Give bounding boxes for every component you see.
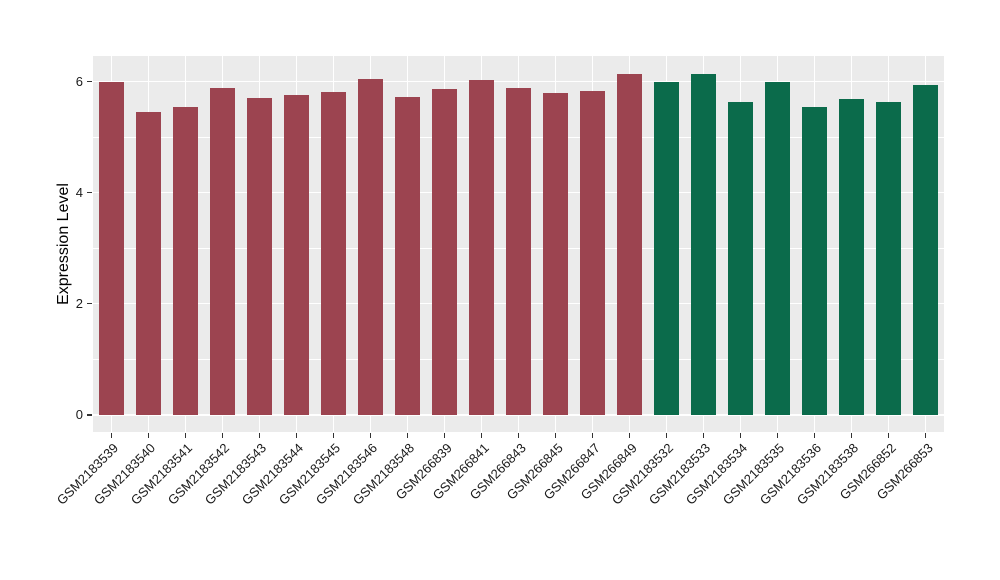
bar: [654, 81, 679, 415]
y-tick-mark: [87, 414, 92, 416]
y-axis-title: Expression Level: [55, 183, 72, 305]
bar: [395, 97, 420, 415]
bar: [358, 79, 383, 415]
bar: [691, 74, 716, 415]
bar: [728, 101, 753, 415]
bar: [210, 87, 235, 415]
bar: [284, 95, 309, 415]
x-tick-mark: [369, 433, 372, 438]
bar: [99, 81, 124, 415]
x-tick-mark: [554, 433, 557, 438]
bar: [617, 73, 642, 415]
x-tick-mark: [295, 433, 298, 438]
x-tick-mark: [739, 433, 742, 438]
bar: [469, 80, 494, 415]
x-tick-mark: [443, 433, 446, 438]
x-tick-mark: [887, 433, 890, 438]
y-tick-label: 0: [75, 406, 83, 422]
x-tick-mark: [591, 433, 594, 438]
bar: [173, 106, 198, 415]
x-tick-mark: [221, 433, 224, 438]
x-tick-mark: [813, 433, 816, 438]
bar: [506, 87, 531, 415]
x-tick-mark: [480, 433, 483, 438]
x-tick-mark: [110, 433, 113, 438]
y-tick-label: 2: [75, 295, 83, 311]
x-tick-mark: [924, 433, 927, 438]
x-tick-mark: [184, 433, 187, 438]
y-tick-mark: [87, 302, 92, 305]
x-tick-mark: [628, 433, 631, 438]
bar: [247, 97, 272, 415]
x-tick-mark: [850, 433, 853, 438]
y-tick-mark: [87, 191, 92, 194]
bar: [802, 106, 827, 415]
x-tick-mark: [665, 433, 668, 438]
x-tick-mark: [258, 433, 261, 438]
bar: [765, 81, 790, 415]
bar: [839, 98, 864, 415]
x-tick-mark: [517, 433, 520, 438]
x-tick-mark: [702, 433, 705, 438]
bar: [432, 88, 457, 415]
x-tick-mark: [776, 433, 779, 438]
x-tick-mark: [147, 433, 150, 438]
bar: [876, 102, 901, 415]
bar: [136, 112, 161, 415]
x-tick-mark: [406, 433, 409, 438]
x-tick-mark: [332, 433, 335, 438]
y-tick-mark: [87, 80, 92, 83]
bar: [543, 93, 568, 415]
bar: [913, 85, 938, 415]
plot-panel: [93, 56, 944, 432]
y-tick-label: 6: [75, 73, 83, 89]
y-tick-label: 4: [75, 184, 83, 200]
bar: [580, 90, 605, 415]
bar: [321, 92, 346, 415]
